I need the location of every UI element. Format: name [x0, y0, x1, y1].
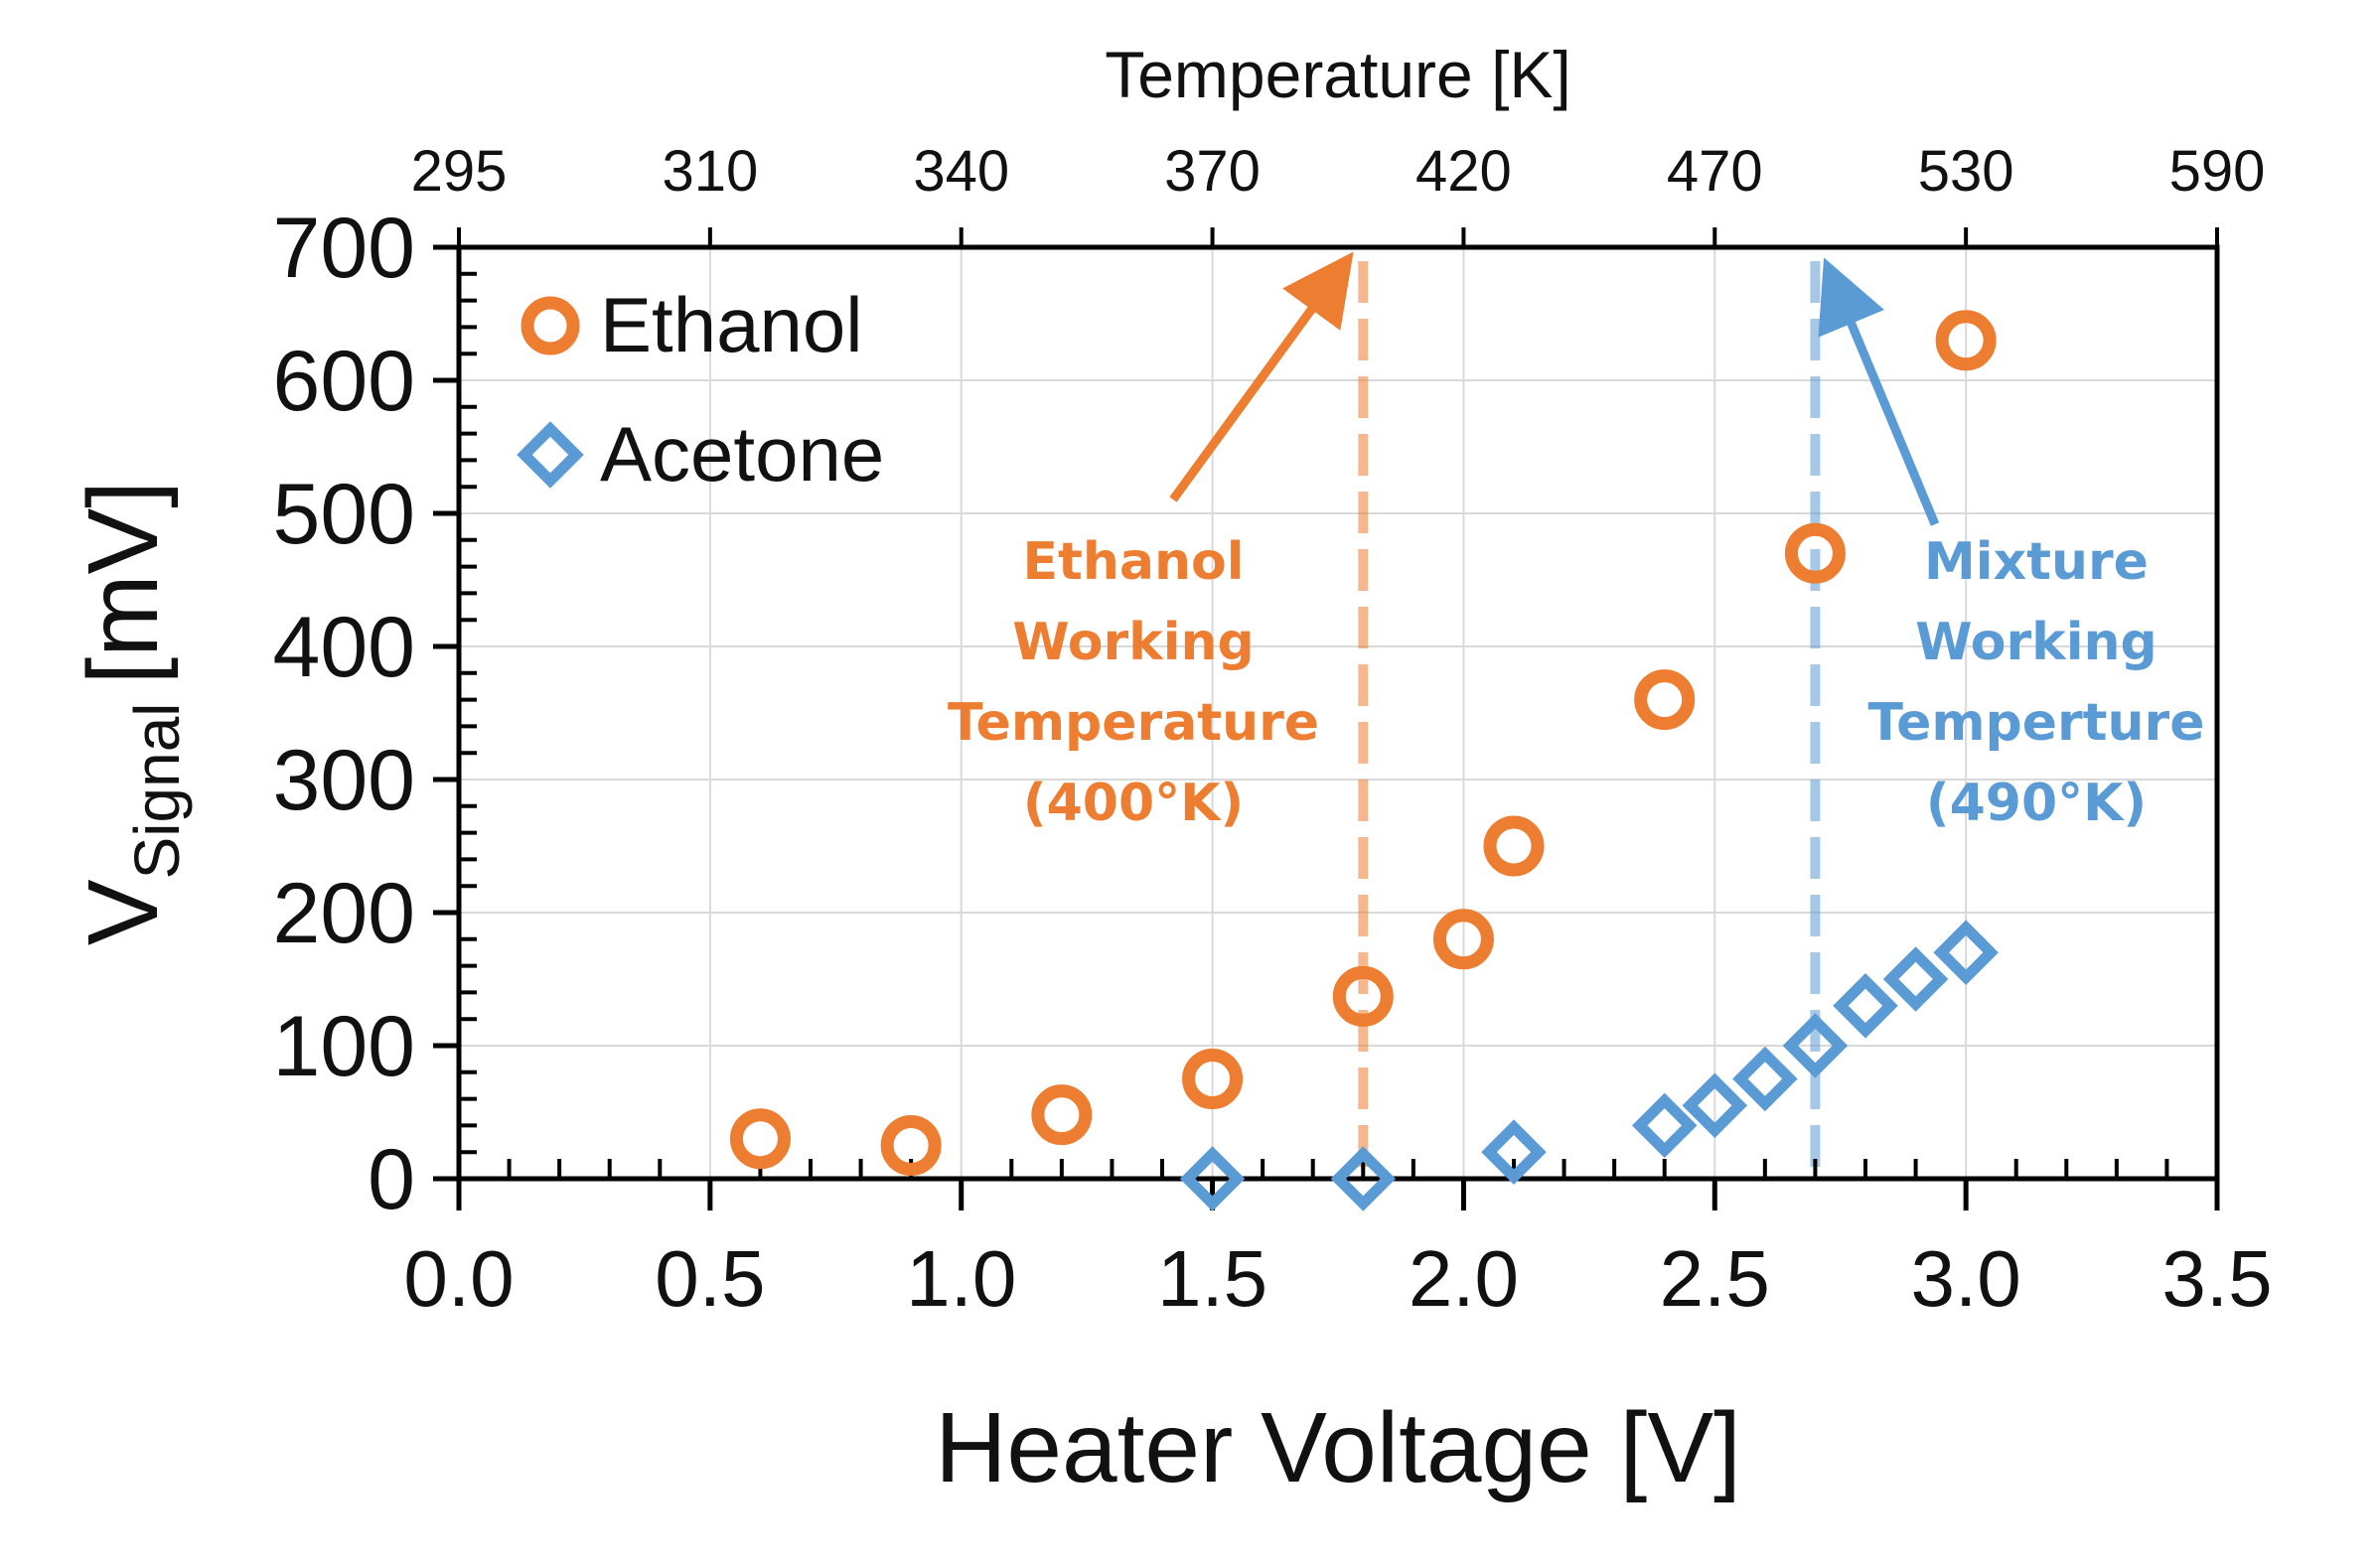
ethanol-point: [1784, 522, 1846, 584]
legend-ethanol-label: Ethanol: [600, 281, 863, 368]
mixture-annotation-line-3: Temperture: [1868, 693, 2205, 753]
y-tick-label: 700: [273, 201, 416, 296]
mixture-annotation-line-1: Mixture: [1924, 532, 2149, 592]
top-tick-label: 420: [1415, 139, 1512, 204]
ethanol-point: [1634, 669, 1696, 731]
y-tick-label: 500: [273, 467, 416, 562]
y-tick-label: 100: [273, 999, 416, 1094]
ethanol-annotation-line-4: (400°K): [1023, 774, 1244, 833]
ethanol-annotation-line-1: Ethanol: [1022, 532, 1244, 592]
mixture-annotation-line-2: Working: [1915, 613, 2157, 672]
top-tick-label: 470: [1667, 139, 1763, 204]
y-axis-title-main: V: [68, 879, 179, 945]
top-axis-title: Temperature [K]: [1105, 38, 1571, 111]
ethanol-point: [1432, 909, 1494, 970]
y-axis-title-sub: Signal: [121, 702, 193, 879]
ethanol-point: [1031, 1084, 1093, 1146]
y-tick-label: 600: [273, 334, 416, 429]
legend-ethanol-marker: [521, 296, 580, 356]
ethanol-annotation-arrow: [1169, 251, 1354, 502]
top-tick-label: 370: [1164, 139, 1261, 204]
acetone-point: [1782, 1013, 1849, 1078]
x-tick-labels: 0.0 0.5 1.0 1.5 2.0 2.5 3.0 3.5: [403, 1234, 2272, 1323]
y-axis-title-unit: [mV]: [68, 481, 179, 685]
legend: Ethanol Acetone: [517, 281, 884, 498]
ethanol-point: [1935, 310, 1997, 371]
top-tick-label: 340: [913, 139, 1009, 204]
top-tick-label: 295: [411, 139, 508, 204]
acetone-point: [1179, 1146, 1246, 1211]
y-tick-label: 0: [368, 1132, 415, 1227]
ethanol-point: [880, 1115, 942, 1176]
x-tick-label: 1.5: [1157, 1234, 1267, 1323]
x-tick-label: 3.0: [1911, 1234, 2021, 1323]
y-tick-label: 400: [273, 600, 416, 695]
x-tick-label: 0.5: [655, 1234, 765, 1323]
acetone-point: [1933, 920, 1999, 985]
y-tick-label: 200: [273, 866, 416, 961]
y-tick-labels: 0 100 200 300 400 500 600 700: [273, 201, 416, 1227]
y-tick-label: 300: [273, 733, 416, 828]
mixture-working-temperature-annotation: Mixture Working Temperture (490°K): [1818, 257, 2205, 833]
mixture-annotation-arrow: [1818, 257, 1940, 526]
svg-text:VSignal[mV]: VSignal [mV]: [68, 481, 193, 945]
legend-acetone-marker: [517, 421, 584, 489]
top-tick-label: 590: [2169, 139, 2266, 204]
x-tick-label: 2.0: [1409, 1234, 1519, 1323]
acetone-point: [1330, 1146, 1397, 1211]
ethanol-working-temperature-annotation: Ethanol Working Temperature (400°K): [948, 251, 1354, 833]
ethanol-point: [729, 1108, 791, 1170]
top-tick-label: 530: [1918, 139, 2014, 204]
acetone-point: [1682, 1072, 1748, 1139]
data-points: [729, 310, 1999, 1211]
acetone-point: [1631, 1092, 1698, 1159]
ethanol-point: [1332, 965, 1394, 1027]
x-tick-label: 3.5: [2161, 1234, 2272, 1323]
ethanol-annotation-line-2: Working: [1012, 613, 1255, 672]
top-tick-label: 310: [662, 139, 758, 204]
x-axis-title: Heater Voltage [V]: [935, 1392, 1741, 1503]
x-tick-label: 0.0: [403, 1234, 514, 1323]
grid: [459, 247, 2217, 1179]
x-tick-label: 1.0: [906, 1234, 1016, 1323]
acetone-point: [1481, 1119, 1547, 1185]
top-axis-tick-labels: 295 310 340 370 420 470 530 590: [411, 139, 2266, 204]
acetone-point: [1732, 1046, 1798, 1112]
working-temperature-lines: [1358, 261, 1821, 1179]
ethanol-point: [1182, 1049, 1244, 1109]
acetone-point: [1882, 946, 1949, 1012]
ethanol-point: [1483, 815, 1545, 877]
x-tick-label: 2.5: [1660, 1234, 1770, 1323]
ethanol-annotation-line-3: Temperature: [948, 693, 1319, 753]
legend-acetone-label: Acetone: [600, 410, 884, 498]
y-axis-title: VSignal [mV]: [68, 481, 193, 945]
acetone-point: [1833, 973, 1898, 1039]
mixture-annotation-line-4: (490°K): [1926, 774, 2147, 833]
